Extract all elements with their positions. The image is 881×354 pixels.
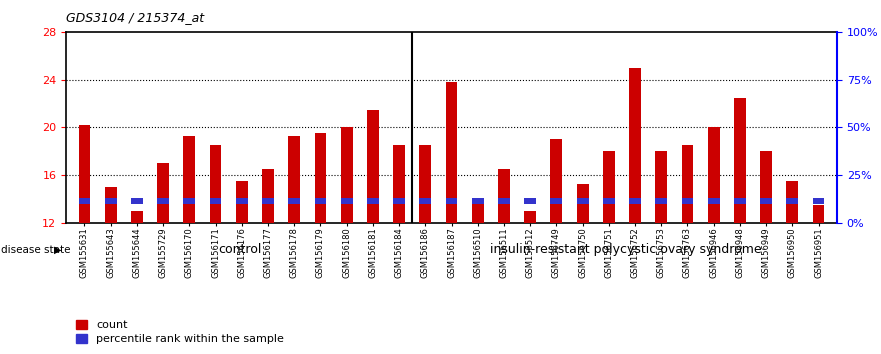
- Bar: [629, 68, 641, 223]
- Bar: [524, 198, 536, 204]
- Bar: [341, 127, 352, 223]
- Text: disease state: disease state: [1, 245, 70, 255]
- Bar: [498, 198, 510, 204]
- Text: ▶: ▶: [54, 245, 62, 255]
- Bar: [236, 198, 248, 204]
- Bar: [603, 152, 615, 223]
- Bar: [787, 198, 798, 204]
- Bar: [577, 184, 589, 223]
- Bar: [655, 152, 667, 223]
- Bar: [419, 198, 431, 204]
- Bar: [367, 109, 379, 223]
- Bar: [315, 133, 326, 223]
- Bar: [812, 205, 825, 223]
- Bar: [682, 198, 693, 204]
- Bar: [78, 125, 91, 223]
- Bar: [760, 198, 772, 204]
- Bar: [734, 198, 746, 204]
- Bar: [655, 198, 667, 204]
- Bar: [131, 211, 143, 223]
- Bar: [262, 198, 274, 204]
- Bar: [341, 198, 352, 204]
- Bar: [262, 169, 274, 223]
- Bar: [236, 181, 248, 223]
- Bar: [157, 163, 169, 223]
- Bar: [393, 198, 405, 204]
- Bar: [498, 169, 510, 223]
- Bar: [707, 198, 720, 204]
- Bar: [787, 181, 798, 223]
- Legend: count, percentile rank within the sample: count, percentile rank within the sample: [71, 315, 288, 348]
- Bar: [78, 198, 91, 204]
- Bar: [183, 136, 196, 223]
- Bar: [734, 98, 746, 223]
- Bar: [105, 198, 116, 204]
- Text: control: control: [218, 243, 262, 256]
- Bar: [210, 198, 221, 204]
- Bar: [472, 201, 484, 223]
- Bar: [577, 198, 589, 204]
- Bar: [393, 145, 405, 223]
- Text: insulin-resistant polycystic ovary syndrome: insulin-resistant polycystic ovary syndr…: [490, 243, 761, 256]
- Bar: [288, 136, 300, 223]
- Bar: [210, 145, 221, 223]
- Bar: [472, 198, 484, 204]
- Bar: [551, 139, 562, 223]
- Bar: [812, 198, 825, 204]
- Bar: [367, 198, 379, 204]
- Bar: [446, 82, 457, 223]
- Bar: [131, 198, 143, 204]
- Bar: [105, 187, 116, 223]
- Bar: [707, 127, 720, 223]
- Bar: [315, 198, 326, 204]
- Bar: [760, 152, 772, 223]
- Bar: [157, 198, 169, 204]
- Bar: [629, 198, 641, 204]
- Bar: [551, 198, 562, 204]
- Text: GDS3104 / 215374_at: GDS3104 / 215374_at: [66, 11, 204, 24]
- Bar: [419, 145, 431, 223]
- Bar: [183, 198, 196, 204]
- Bar: [603, 198, 615, 204]
- Bar: [446, 198, 457, 204]
- Bar: [524, 211, 536, 223]
- Bar: [288, 198, 300, 204]
- Bar: [682, 145, 693, 223]
